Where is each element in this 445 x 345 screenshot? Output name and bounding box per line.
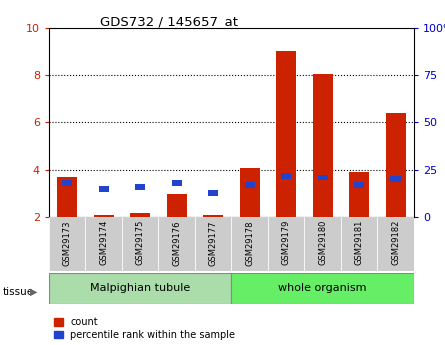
FancyBboxPatch shape: [341, 217, 377, 271]
Text: ▶: ▶: [30, 287, 38, 296]
Text: GSM29181: GSM29181: [355, 220, 364, 265]
Text: GSM29177: GSM29177: [209, 220, 218, 266]
Bar: [93, 215, 114, 217]
Bar: [57, 177, 77, 217]
Bar: [281, 172, 291, 179]
Text: GSM29178: GSM29178: [245, 220, 254, 266]
Bar: [318, 175, 328, 180]
Legend: count, percentile rank within the sample: count, percentile rank within the sample: [54, 317, 235, 340]
Text: GSM29179: GSM29179: [282, 220, 291, 265]
Bar: [385, 113, 406, 217]
Bar: [62, 180, 72, 186]
Bar: [276, 51, 296, 217]
Bar: [130, 213, 150, 217]
FancyBboxPatch shape: [231, 273, 414, 304]
Bar: [349, 172, 369, 217]
FancyBboxPatch shape: [122, 217, 158, 271]
Bar: [203, 215, 223, 217]
Text: GSM29182: GSM29182: [391, 220, 400, 265]
FancyBboxPatch shape: [377, 217, 414, 271]
Bar: [166, 194, 187, 217]
Bar: [312, 74, 333, 217]
Text: Malpighian tubule: Malpighian tubule: [90, 283, 190, 293]
FancyBboxPatch shape: [268, 217, 304, 271]
FancyBboxPatch shape: [49, 273, 231, 304]
Text: GDS732 / 145657_at: GDS732 / 145657_at: [100, 16, 238, 29]
Bar: [239, 168, 260, 217]
Text: GSM29180: GSM29180: [318, 220, 327, 265]
Bar: [391, 176, 400, 183]
Bar: [135, 184, 145, 190]
Bar: [172, 180, 182, 186]
Bar: [354, 182, 364, 188]
Text: whole organism: whole organism: [279, 283, 367, 293]
FancyBboxPatch shape: [231, 217, 268, 271]
Text: GSM29175: GSM29175: [136, 220, 145, 265]
Text: GSM29176: GSM29176: [172, 220, 181, 266]
FancyBboxPatch shape: [195, 217, 231, 271]
Text: GSM29173: GSM29173: [63, 220, 72, 266]
Text: GSM29174: GSM29174: [99, 220, 108, 265]
Bar: [99, 186, 109, 192]
FancyBboxPatch shape: [158, 217, 195, 271]
FancyBboxPatch shape: [85, 217, 122, 271]
Text: tissue: tissue: [2, 287, 33, 296]
FancyBboxPatch shape: [304, 217, 341, 271]
Bar: [245, 182, 255, 188]
FancyBboxPatch shape: [49, 217, 85, 271]
Bar: [208, 190, 218, 196]
